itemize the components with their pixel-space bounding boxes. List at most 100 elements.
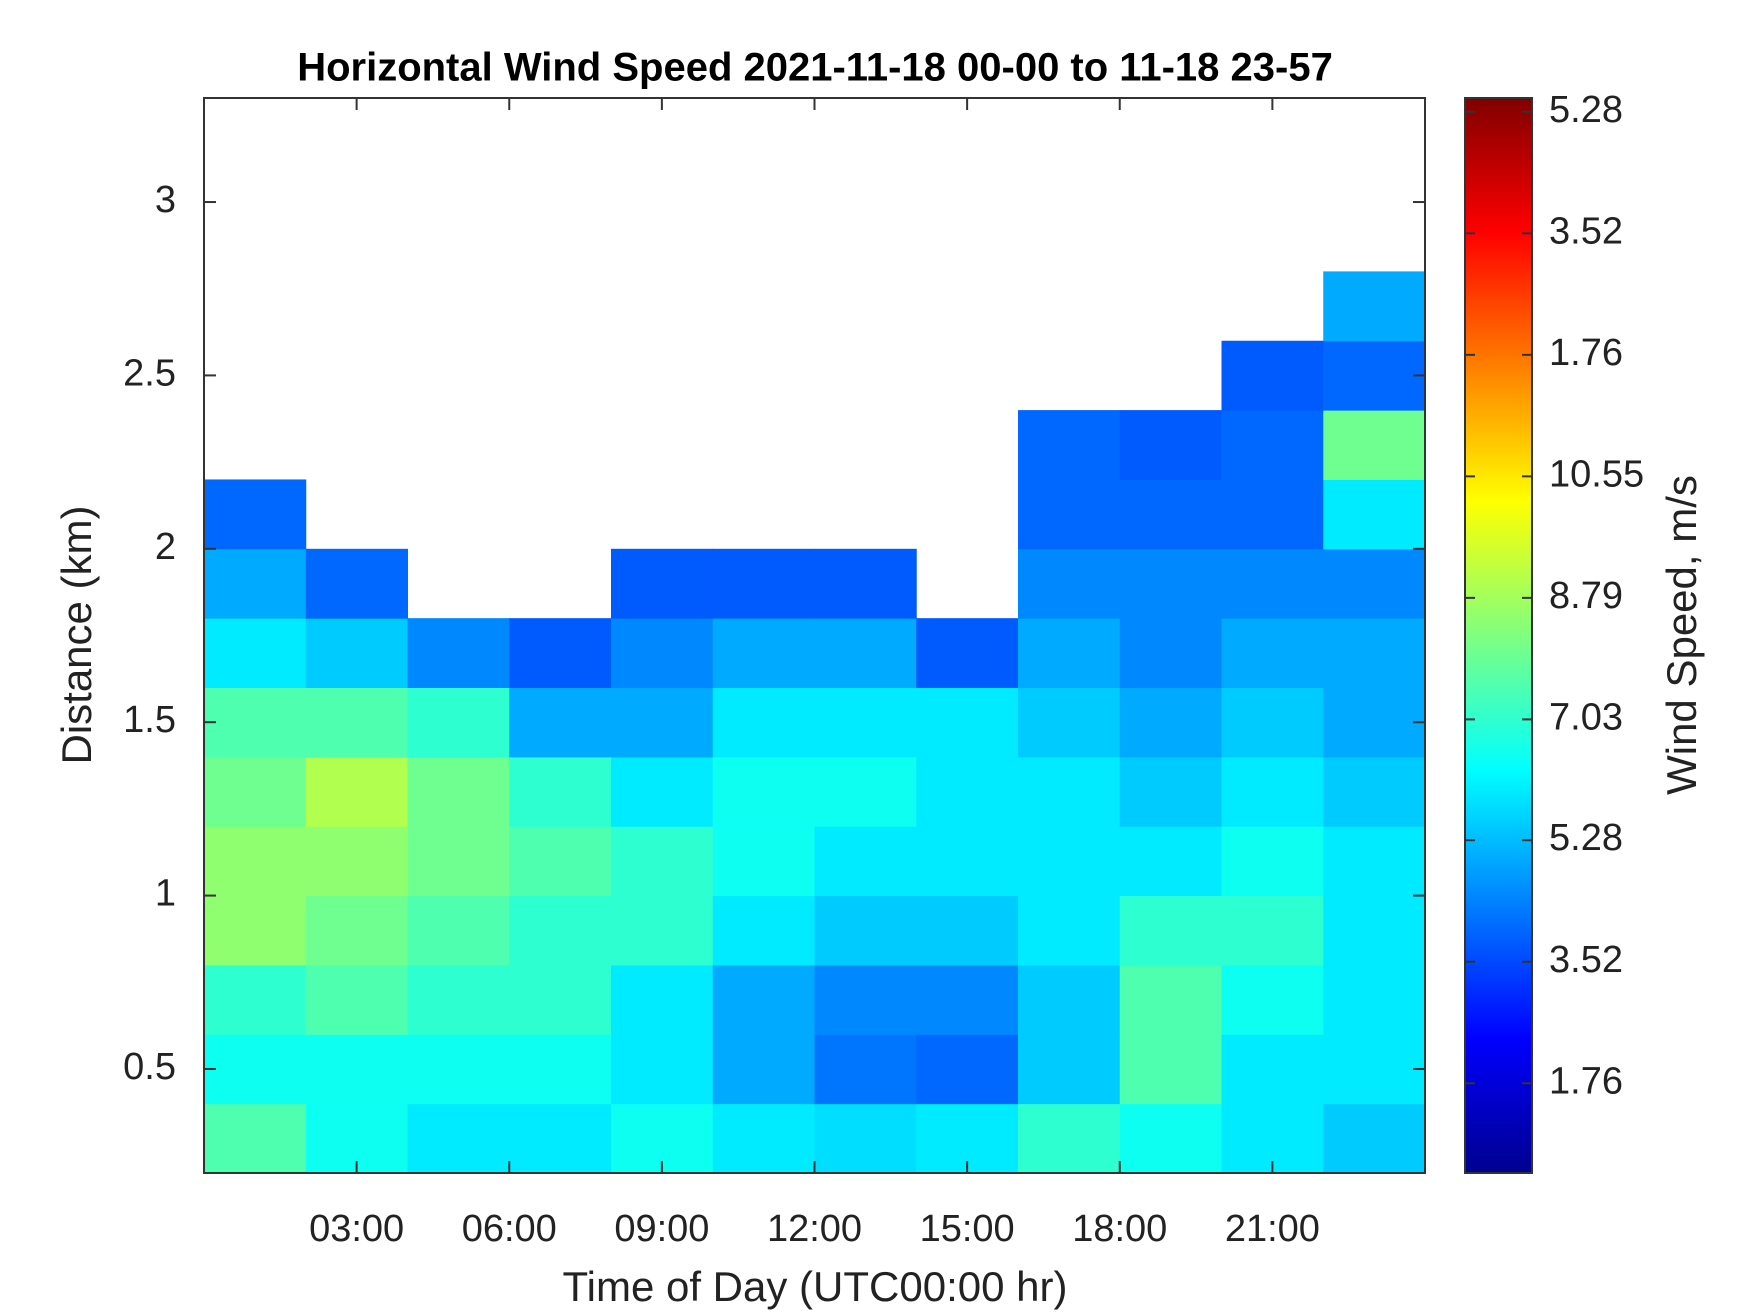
heat-cell — [1018, 618, 1121, 689]
heat-cell — [712, 895, 815, 966]
chart-title: Horizontal Wind Speed 2021-11-18 00-00 t… — [297, 46, 1333, 90]
heat-cell — [1323, 964, 1426, 1035]
heat-cell — [305, 895, 408, 966]
y-tick-label: 3 — [155, 179, 176, 221]
heat-cell — [611, 826, 714, 897]
heat-cell — [509, 1103, 612, 1174]
heat-cell — [407, 618, 510, 689]
heat-cell — [509, 1034, 612, 1105]
heat-cell — [1119, 826, 1222, 897]
heat-cell — [1018, 548, 1121, 619]
x-tick-label: 12:00 — [767, 1208, 862, 1250]
heat-cell — [204, 1103, 307, 1174]
heat-cell — [916, 964, 1019, 1035]
heat-cell — [1018, 826, 1121, 897]
heat-cell — [305, 618, 408, 689]
heat-cell — [204, 479, 307, 550]
heat-cell — [611, 964, 714, 1035]
heat-cell — [814, 1034, 917, 1105]
heat-cell — [1323, 756, 1426, 827]
heat-cell — [1221, 410, 1324, 480]
heat-cell — [712, 618, 815, 689]
heat-cell — [509, 895, 612, 966]
heat-cell — [407, 1103, 510, 1174]
colorbar-tick-label: 5.28 — [1549, 817, 1623, 859]
heat-cell — [712, 756, 815, 827]
heat-cell — [407, 687, 510, 758]
heat-cell — [509, 618, 612, 689]
heat-cell — [712, 1103, 815, 1174]
heat-cell — [1018, 1034, 1121, 1105]
heat-cell — [1323, 895, 1426, 966]
heat-cell — [305, 964, 408, 1035]
colorbar-tick-label: 1.76 — [1549, 332, 1623, 374]
colorbar-tick-label: 10.55 — [1549, 453, 1644, 495]
heat-cell — [407, 826, 510, 897]
y-tick-label: 2.5 — [123, 352, 176, 394]
y-tick-label: 1.5 — [123, 699, 176, 741]
heat-cell — [204, 756, 307, 827]
y-tick-label: 2 — [155, 526, 176, 568]
heat-cell — [204, 687, 307, 758]
heat-cell — [204, 826, 307, 897]
colorbar-tick-label: 3.52 — [1549, 939, 1623, 981]
heat-cell — [204, 964, 307, 1035]
heat-cell — [305, 548, 408, 619]
heat-cell — [1119, 1034, 1222, 1105]
heat-cell — [1323, 687, 1426, 758]
x-tick-label: 18:00 — [1072, 1208, 1167, 1250]
heat-cell — [509, 687, 612, 758]
heat-cell — [1323, 618, 1426, 689]
heat-cell — [1323, 271, 1426, 342]
heat-cell — [814, 756, 917, 827]
heat-cell — [611, 756, 714, 827]
heat-cell — [509, 756, 612, 827]
heat-cell — [1119, 548, 1222, 619]
heat-cell — [916, 756, 1019, 827]
heat-cell — [1119, 756, 1222, 827]
heat-cell — [1018, 479, 1121, 550]
heat-cell — [1119, 964, 1222, 1035]
heat-cell — [407, 895, 510, 966]
heat-cell — [1119, 479, 1222, 550]
heat-cell — [1323, 548, 1426, 619]
heat-cell — [814, 548, 917, 619]
x-tick-label: 03:00 — [309, 1208, 404, 1250]
heat-cell — [712, 687, 815, 758]
heat-cell — [916, 895, 1019, 966]
heat-cell — [814, 618, 917, 689]
heat-cell — [305, 756, 408, 827]
heat-cell — [1018, 895, 1121, 966]
heat-cell — [204, 895, 307, 966]
heat-cell — [1323, 410, 1426, 480]
colorbar-tick-label: 8.79 — [1549, 575, 1623, 617]
heat-cell — [814, 687, 917, 758]
heat-cell — [1119, 895, 1222, 966]
x-tick-label: 06:00 — [462, 1208, 557, 1250]
heat-cell — [204, 548, 307, 619]
heat-cell — [814, 895, 917, 966]
heat-cell — [1221, 618, 1324, 689]
colorbar — [1464, 97, 1533, 1174]
heat-cell — [712, 826, 815, 897]
colorbar-label: Wind Speed, m/s — [1658, 475, 1705, 795]
heat-cell — [916, 1034, 1019, 1105]
heat-cell — [407, 1034, 510, 1105]
heat-cell — [611, 548, 714, 619]
heat-cell — [1221, 964, 1324, 1035]
heat-cell — [1018, 687, 1121, 758]
heat-cell — [1018, 1103, 1121, 1174]
heat-cell — [712, 1034, 815, 1105]
heat-cell — [1221, 687, 1324, 758]
heat-cell — [1323, 826, 1426, 897]
x-tick-label: 09:00 — [614, 1208, 709, 1250]
heat-cell — [1221, 895, 1324, 966]
heat-cell — [1221, 548, 1324, 619]
heat-cell — [1018, 964, 1121, 1035]
heat-cell — [1119, 618, 1222, 689]
colorbar-tick-label: 7.03 — [1549, 696, 1623, 738]
heat-cell — [611, 895, 714, 966]
x-axis-label: Time of Day (UTC00:00 hr) — [563, 1263, 1068, 1310]
heat-cell — [204, 1034, 307, 1105]
